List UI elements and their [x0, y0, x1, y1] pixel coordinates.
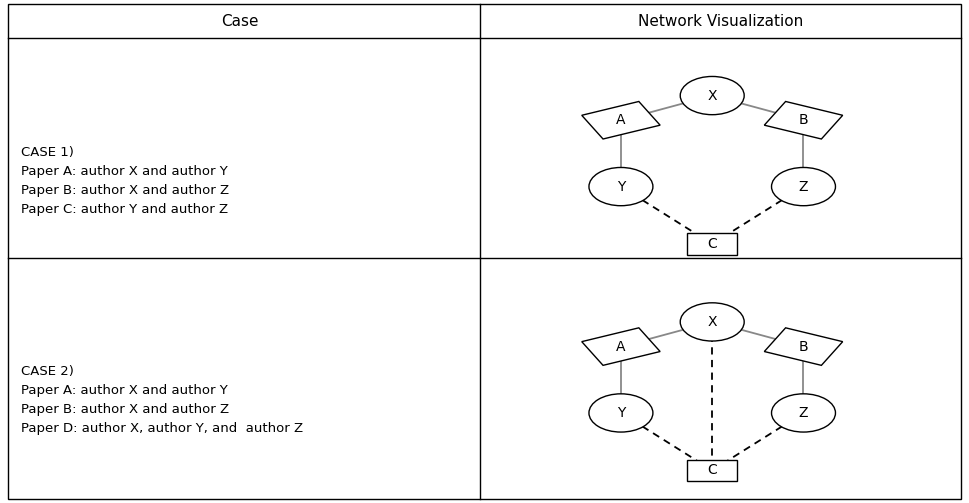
Ellipse shape — [589, 167, 653, 206]
Text: Z: Z — [798, 406, 808, 420]
Ellipse shape — [771, 167, 835, 206]
Polygon shape — [765, 328, 843, 365]
Text: Y: Y — [616, 180, 625, 194]
Text: B: B — [798, 113, 808, 127]
Polygon shape — [581, 328, 660, 365]
Polygon shape — [581, 102, 660, 139]
Text: B: B — [798, 340, 808, 354]
Text: Paper A: author X and author Y: Paper A: author X and author Y — [21, 165, 228, 178]
Ellipse shape — [680, 76, 744, 115]
Ellipse shape — [771, 394, 835, 432]
Text: X: X — [707, 315, 717, 329]
Ellipse shape — [589, 394, 653, 432]
Text: Paper B: author X and author Z: Paper B: author X and author Z — [21, 184, 230, 197]
Text: Paper A: author X and author Y: Paper A: author X and author Y — [21, 384, 228, 397]
Text: C: C — [707, 237, 717, 251]
Text: Paper B: author X and author Z: Paper B: author X and author Z — [21, 403, 230, 416]
Text: Paper D: author X, author Y, and  author Z: Paper D: author X, author Y, and author … — [21, 422, 303, 435]
Bar — [687, 233, 737, 255]
Text: CASE 2): CASE 2) — [21, 365, 75, 378]
Text: CASE 1): CASE 1) — [21, 146, 75, 159]
Text: X: X — [707, 89, 717, 103]
Text: Network Visualization: Network Visualization — [638, 14, 803, 29]
Bar — [687, 460, 737, 481]
Text: C: C — [707, 463, 717, 477]
Text: Z: Z — [798, 180, 808, 194]
Text: A: A — [616, 340, 626, 354]
Text: Case: Case — [221, 14, 259, 29]
Text: Paper C: author Y and author Z: Paper C: author Y and author Z — [21, 203, 229, 216]
Text: Y: Y — [616, 406, 625, 420]
Text: A: A — [616, 113, 626, 127]
Polygon shape — [765, 102, 843, 139]
Ellipse shape — [680, 303, 744, 341]
